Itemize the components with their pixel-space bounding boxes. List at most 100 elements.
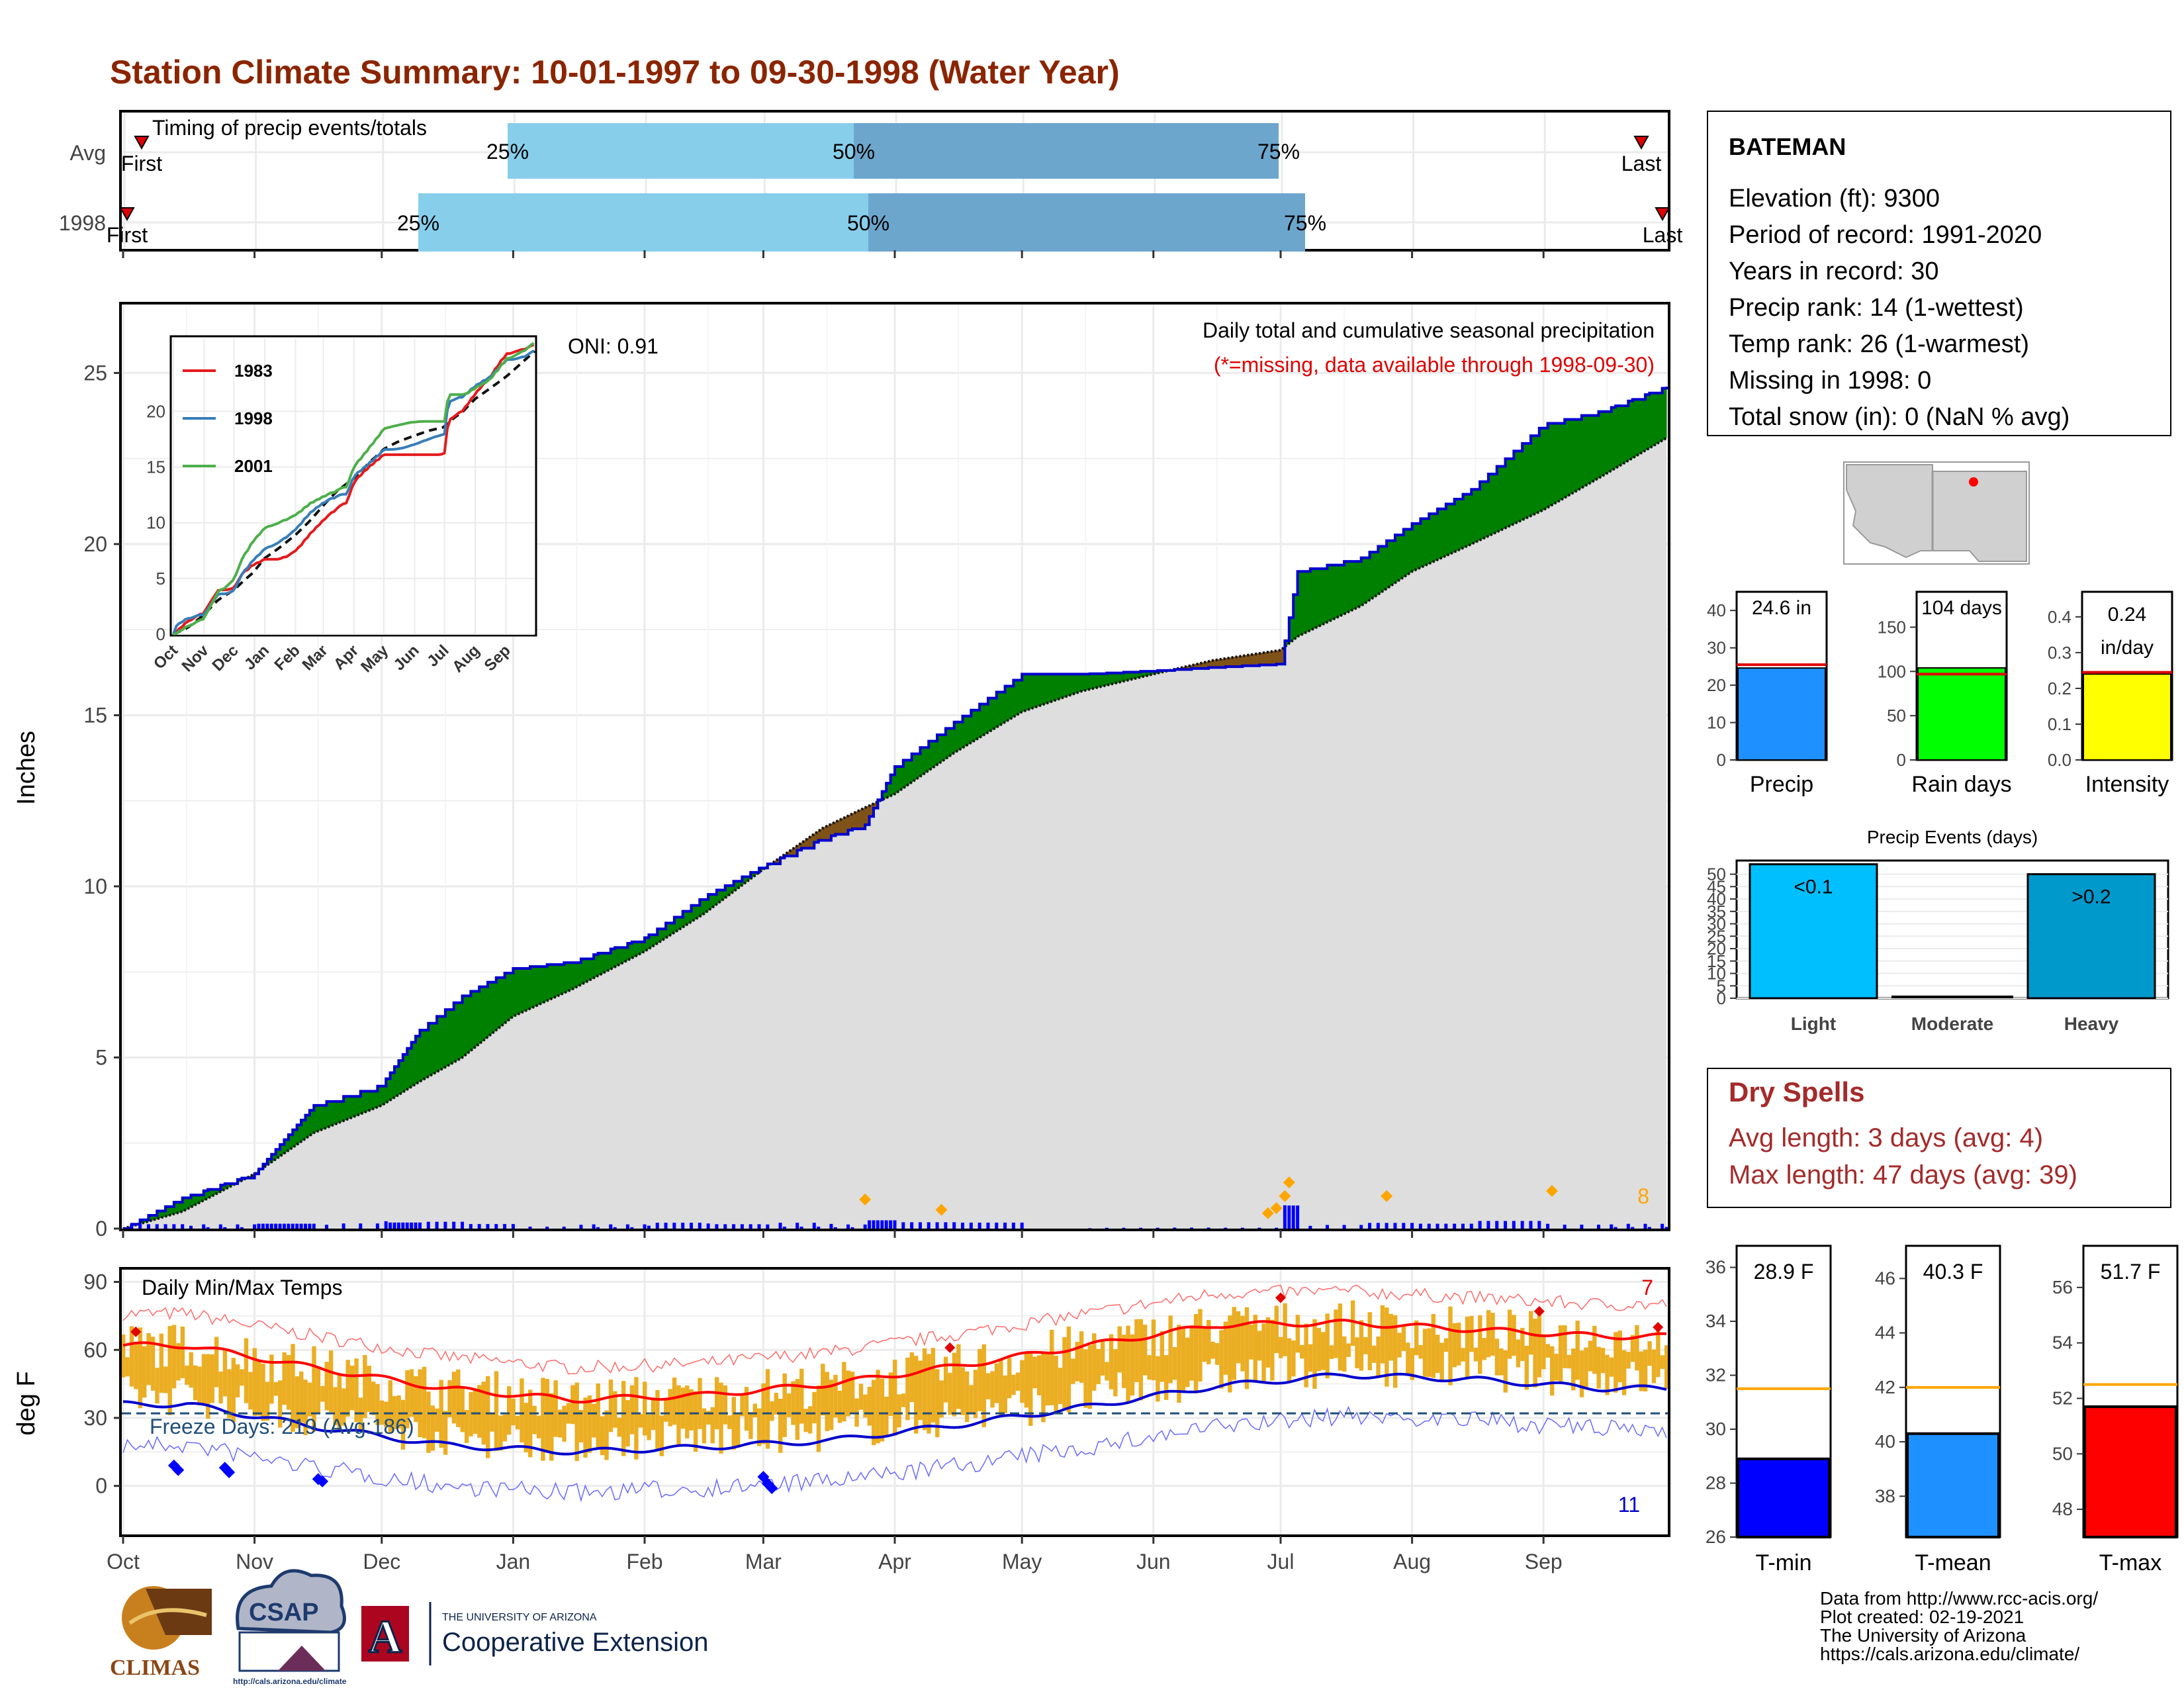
- precip-difference-segment: [1369, 551, 1375, 601]
- daily-temp-bar: [222, 1348, 228, 1397]
- daily-precip-bar: [995, 1222, 999, 1229]
- precip-difference-segment: [1518, 450, 1523, 523]
- csap-mountain-icon: [278, 1646, 326, 1671]
- precip-difference-segment: [1449, 503, 1455, 555]
- events-bar: [1749, 863, 1878, 1000]
- csap-url: http://cals.arizona.edu/climate: [233, 1677, 347, 1686]
- daily-precip-bar: [1402, 1223, 1406, 1229]
- daily-temp-bar: [1228, 1315, 1232, 1393]
- daily-temp-bar: [269, 1354, 274, 1404]
- timing-last-label: Last: [1621, 152, 1662, 175]
- avg-cumulative-area: [123, 438, 1666, 1229]
- daily-temp-bar: [1418, 1344, 1423, 1359]
- daily-temp-bar: [1334, 1309, 1338, 1358]
- daily-temp-bar: [604, 1410, 609, 1460]
- dry-spells-frame: [1707, 1068, 2171, 1208]
- daily-precip-bar: [236, 1224, 240, 1229]
- daily-temp-bar: [231, 1358, 236, 1423]
- daily-temp-bar: [740, 1393, 745, 1417]
- daily-precip-bar: [1156, 1227, 1160, 1229]
- temp-y-tick-label: 0: [95, 1474, 107, 1498]
- cold-extreme-marker: [172, 1464, 185, 1476]
- climas-arc-icon: [128, 1608, 207, 1625]
- summary-value-label: 24.6 in: [1752, 597, 1811, 619]
- hot-extreme-marker: [944, 1342, 956, 1353]
- cold-extreme-marker: [316, 1475, 329, 1487]
- daily-temp-bar: [969, 1385, 974, 1415]
- daily-temp-bar: [1596, 1346, 1601, 1389]
- precip-difference-segment: [606, 953, 612, 972]
- daily-temp-bar: [1621, 1350, 1627, 1395]
- hot-extreme-marker: [1653, 1322, 1664, 1333]
- record-min-line: [122, 1405, 1667, 1503]
- timing-bar-25-50: [508, 123, 854, 179]
- precip-difference-segment: [1420, 518, 1426, 569]
- daily-temp-bar: [943, 1356, 948, 1403]
- daily-precip-bar: [1495, 1221, 1499, 1229]
- daily-temp-bar: [1316, 1328, 1322, 1372]
- daily-precip-bar: [261, 1223, 265, 1229]
- precip-difference-segment: [602, 953, 607, 974]
- daily-temp-bar: [1050, 1329, 1054, 1405]
- temp-summary-bar: [1906, 1432, 2000, 1538]
- daily-precip-bar: [1189, 1227, 1193, 1229]
- precip-difference-segment: [466, 995, 471, 1055]
- daily-precip-bar: [469, 1224, 473, 1229]
- daily-temp-bar: [189, 1352, 193, 1388]
- temp-y-tick-label: 90: [83, 1270, 107, 1294]
- daily-temp-bar: [1185, 1337, 1190, 1387]
- daily-temp-bar: [905, 1357, 910, 1421]
- daily-temp-bar: [316, 1368, 321, 1413]
- daily-precip-bar: [1410, 1223, 1414, 1229]
- daily-precip-bar: [778, 1223, 782, 1229]
- precip-difference-segment: [1051, 673, 1056, 702]
- daily-temp-bar: [821, 1364, 825, 1416]
- precip-difference-segment: [1576, 419, 1582, 491]
- daily-temp-bar: [307, 1382, 312, 1417]
- precip-difference-segment: [1343, 561, 1349, 615]
- station-info-frame: [1707, 111, 2171, 436]
- precip-difference-segment: [1093, 673, 1099, 689]
- daily-temp-bar: [837, 1390, 842, 1423]
- daily-temp-bar: [1045, 1353, 1050, 1406]
- daily-precip-bar: [1342, 1225, 1346, 1229]
- daily-precip-bar: [630, 1227, 634, 1229]
- daily-temp-bar: [999, 1358, 1003, 1417]
- daily-precip-bar: [461, 1221, 465, 1229]
- daily-temp-bar: [473, 1390, 478, 1434]
- precip-extreme-count: 8: [1637, 1184, 1649, 1208]
- daily-temp-bar: [807, 1406, 813, 1434]
- precip-difference-segment: [1467, 494, 1472, 547]
- daily-temp-bar: [1439, 1342, 1444, 1382]
- temp-summary-y-tick-label: 38: [1875, 1485, 1895, 1506]
- precip-difference-segment: [975, 710, 980, 741]
- precip-difference-segment: [1026, 673, 1031, 711]
- timing-last-marker: [1655, 207, 1670, 222]
- daily-precip-bar: [511, 1224, 515, 1229]
- summary-y-tick-label: 30: [1707, 638, 1726, 658]
- daily-temp-bar: [731, 1397, 736, 1450]
- daily-temp-bar: [1265, 1317, 1271, 1368]
- daily-temp-bar: [1469, 1315, 1474, 1352]
- daily-temp-bar: [396, 1395, 401, 1429]
- precip-difference-segment: [1326, 565, 1332, 623]
- precip-difference-segment: [1513, 450, 1519, 525]
- temp-content: [121, 1284, 1669, 1503]
- daily-temp-bar: [456, 1369, 461, 1427]
- arizona-newmexico-outline: [1846, 464, 2027, 562]
- daily-temp-bar: [129, 1326, 134, 1387]
- month-axis: Oct Nov Dec Jan Feb Mar Apr May Jun Jul Aug Sep: [107, 250, 1563, 1573]
- daily-temp-bar: [1486, 1310, 1491, 1358]
- credit-data-source: Data from http://www.rcc-acis.org/: [1820, 1588, 2098, 1609]
- daily-precip-bar: [1275, 1227, 1279, 1229]
- temp-panel: 0 30 60 90 deg F Daily Min/Max Temps Freeze…: [13, 250, 1670, 1573]
- summary-value-label: 104 days: [1921, 597, 2002, 619]
- daily-temp-bar: [125, 1357, 130, 1377]
- daily-temp-bar: [1130, 1334, 1135, 1396]
- precip-difference-segment: [1602, 411, 1608, 477]
- daily-precip-bar: [749, 1224, 752, 1229]
- daily-precip-bar: [1469, 1223, 1473, 1229]
- precip-difference-segment: [1314, 568, 1320, 629]
- daily-precip-bar: [723, 1224, 727, 1229]
- precip-difference-segment: [1462, 494, 1468, 549]
